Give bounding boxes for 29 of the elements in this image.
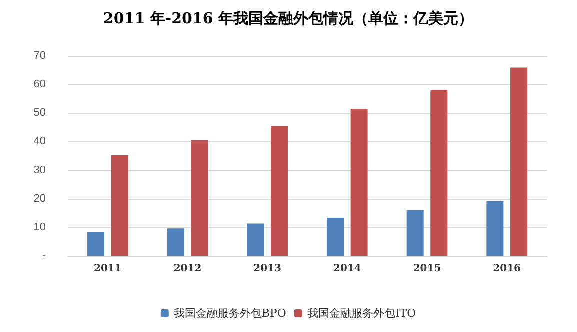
bar — [350, 109, 368, 256]
x-tick-label: 2011 — [94, 264, 122, 274]
legend-label: 我国金融服务外包ITO — [307, 307, 416, 320]
y-tick-label: 70 — [34, 50, 46, 62]
bar — [430, 90, 448, 256]
y-tick-label: - — [42, 250, 46, 262]
chart-title: 2011 年-2016 年我国金融外包情况（单位：亿美元） — [103, 10, 474, 28]
x-tick-label: 2013 — [254, 264, 282, 274]
legend-label: 我国金融服务外包BPO — [174, 307, 286, 320]
y-tick-label: 20 — [34, 192, 46, 205]
y-tick-label: 50 — [34, 107, 46, 120]
bar — [167, 228, 184, 256]
bar — [191, 140, 208, 256]
x-tick-label: 2012 — [174, 264, 202, 274]
x-tick-label: 2015 — [413, 264, 442, 274]
y-tick-label: 10 — [34, 221, 46, 234]
bar — [510, 68, 528, 256]
y-tick-label: 30 — [34, 164, 46, 176]
bar — [247, 224, 264, 256]
bar — [111, 155, 128, 256]
x-tick-label: 2016 — [493, 264, 522, 274]
y-tick-label: 60 — [34, 78, 46, 91]
y-tick-label: 40 — [34, 136, 46, 148]
x-tick-label: 2014 — [333, 264, 362, 274]
bar — [327, 218, 344, 256]
bar — [270, 126, 288, 256]
bar — [406, 210, 424, 256]
bar — [486, 201, 504, 256]
bar — [88, 232, 105, 256]
